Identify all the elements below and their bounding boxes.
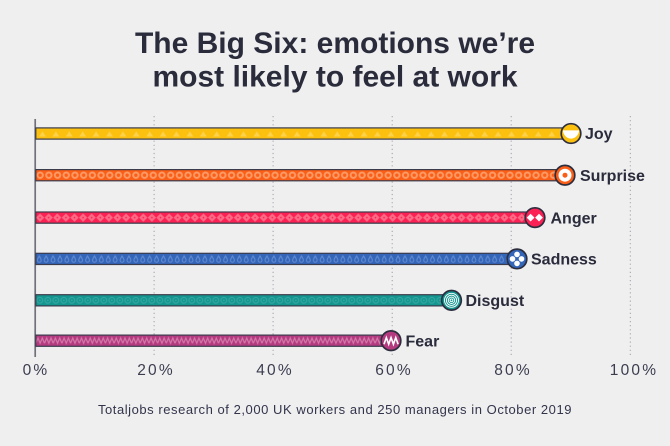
svg-text:Disgust: Disgust — [466, 293, 525, 310]
svg-text:Totaljobs research of 2,000 UK: Totaljobs research of 2,000 UK workers a… — [98, 402, 572, 417]
svg-text:Anger: Anger — [551, 210, 597, 227]
svg-text:0%: 0% — [23, 362, 50, 379]
svg-text:Sadness: Sadness — [531, 252, 597, 269]
svg-text:Fear: Fear — [406, 333, 440, 350]
svg-text:The Big Six: emotions we’re: The Big Six: emotions we’re — [135, 27, 535, 60]
svg-text:Joy: Joy — [585, 126, 613, 143]
svg-text:80%: 80% — [494, 362, 532, 379]
svg-text:100%: 100% — [610, 362, 658, 379]
svg-text:40%: 40% — [256, 362, 294, 379]
svg-text:Surprise: Surprise — [580, 168, 645, 185]
svg-text:most likely to feel at work: most likely to feel at work — [152, 61, 517, 94]
svg-text:60%: 60% — [375, 362, 413, 379]
svg-text:20%: 20% — [137, 362, 175, 379]
